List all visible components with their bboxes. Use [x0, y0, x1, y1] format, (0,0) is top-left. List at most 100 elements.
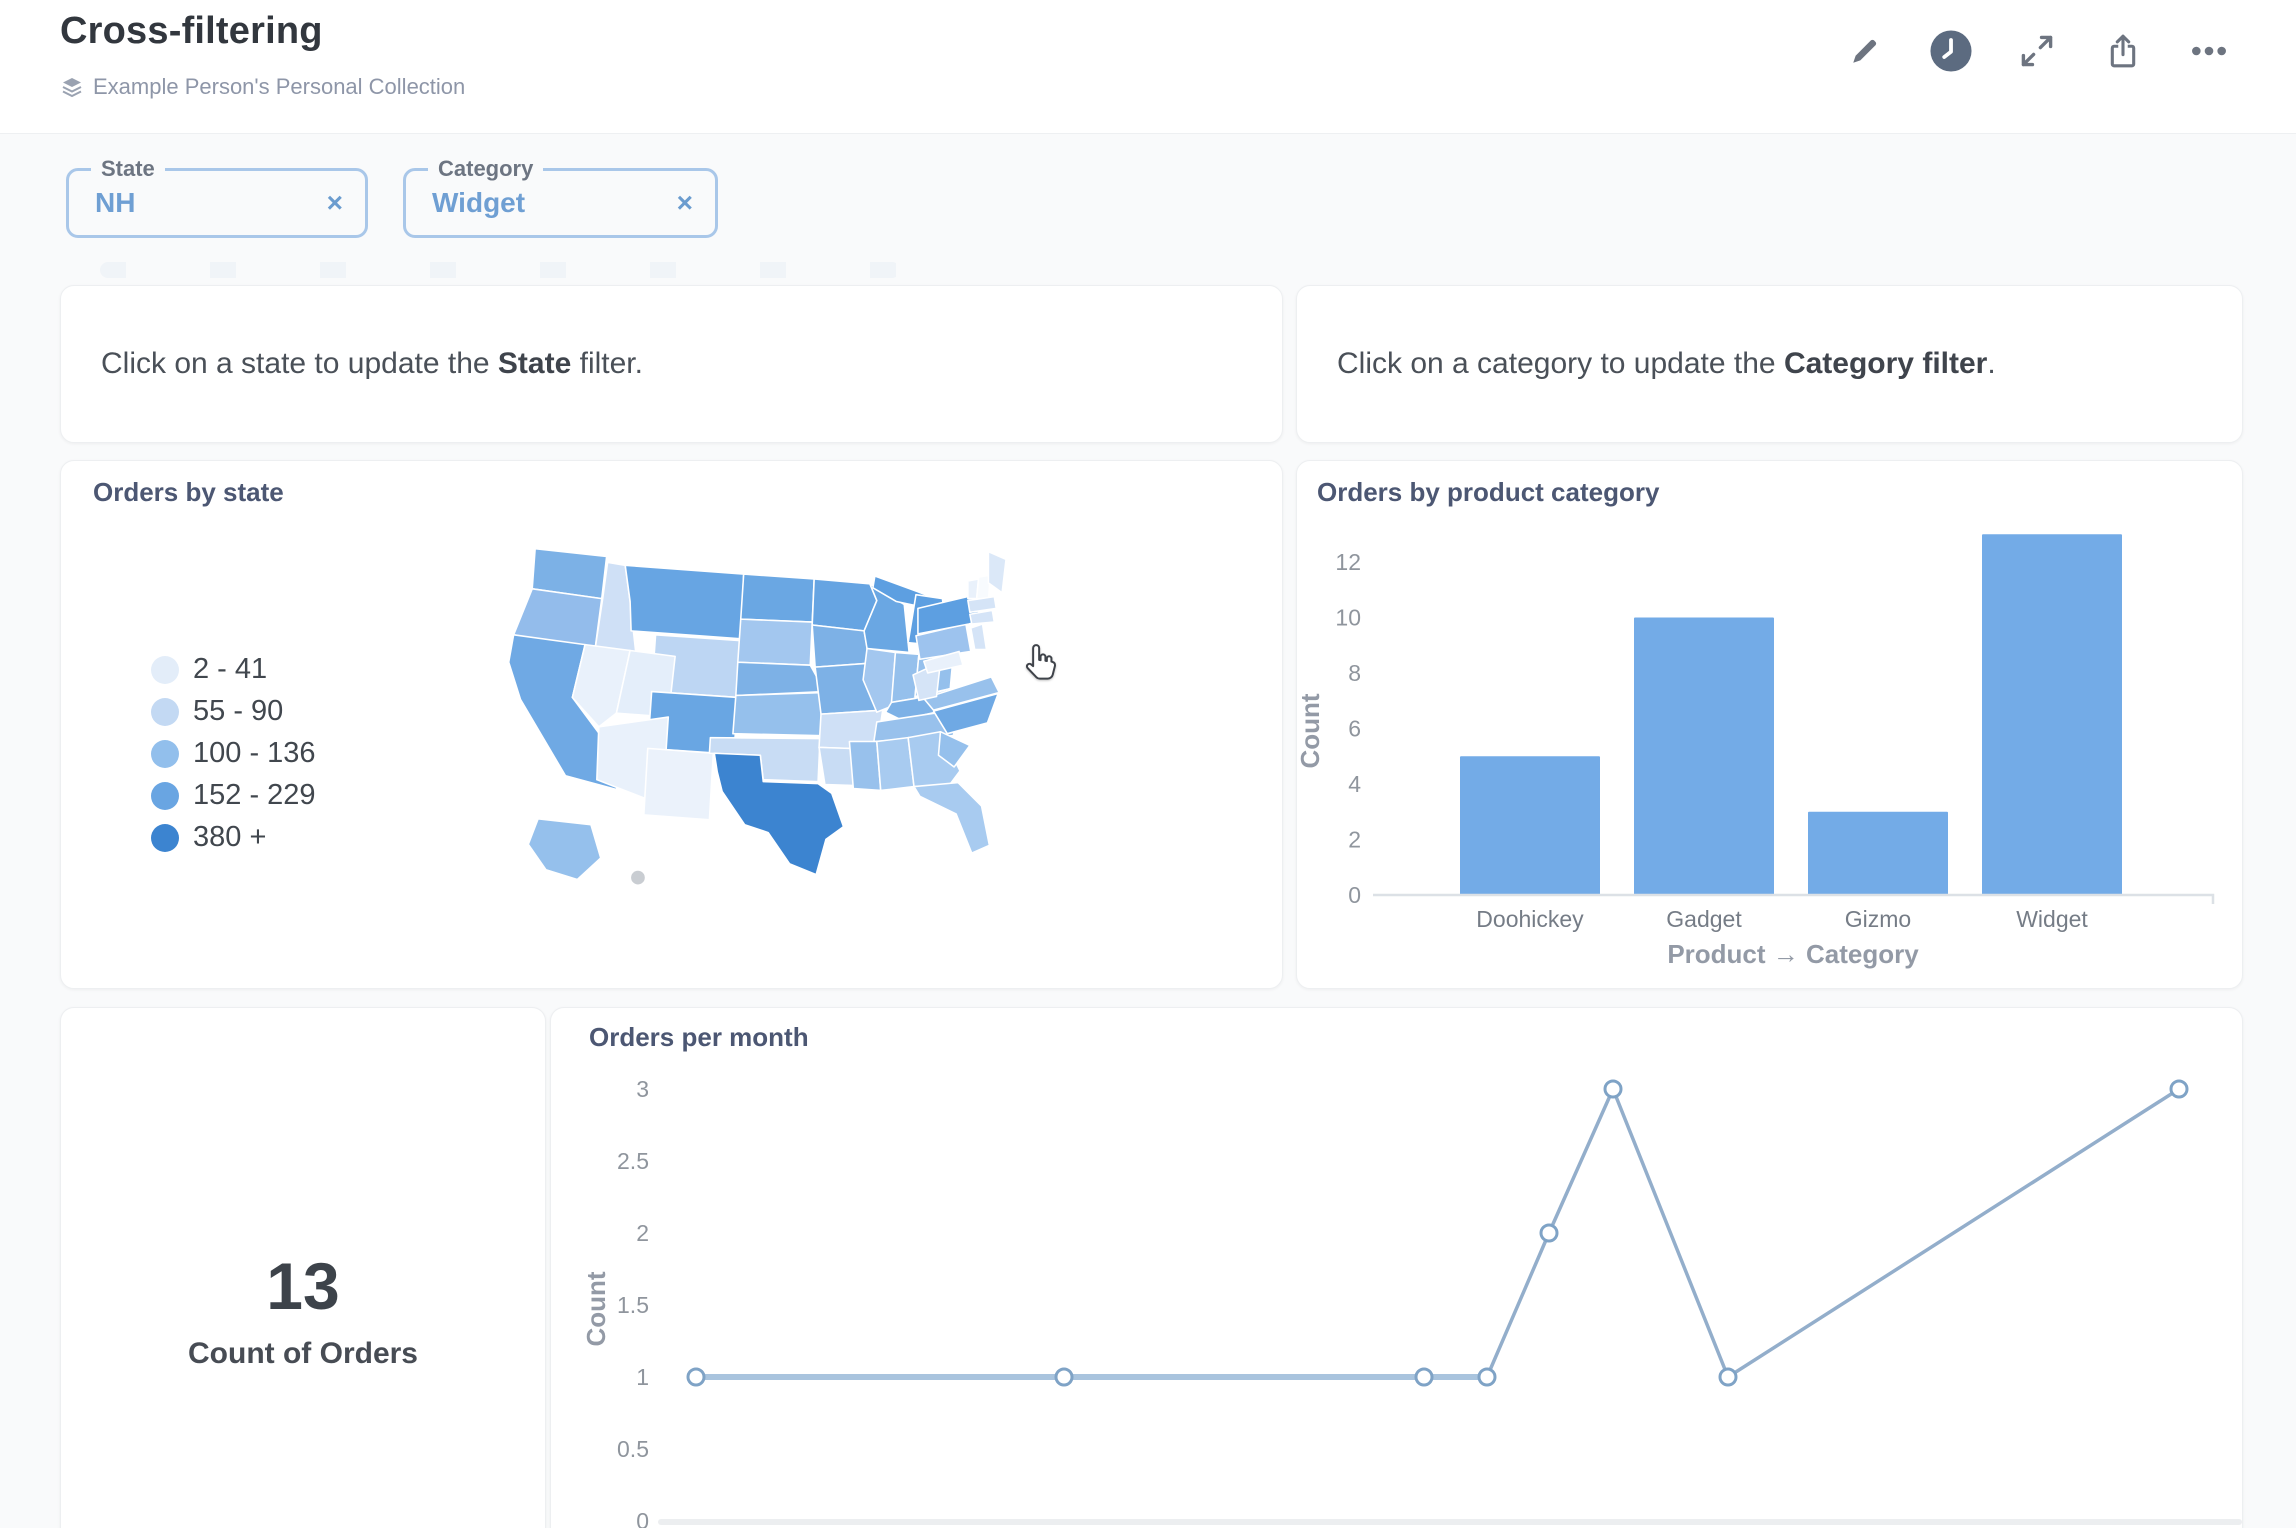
state-KS[interactable]	[732, 691, 824, 737]
legend-item[interactable]: 152 - 229	[151, 779, 316, 812]
line-card-title: Orders per month	[589, 1022, 809, 1052]
legend-swatch	[151, 655, 179, 684]
recent-history-clock-icon[interactable]	[1928, 28, 1974, 74]
line-point[interactable]	[2169, 1079, 2189, 1099]
line-point[interactable]	[686, 1367, 706, 1387]
legend-item[interactable]: 100 - 136	[151, 737, 316, 770]
state-FL[interactable]	[913, 781, 991, 854]
legend-swatch	[151, 697, 179, 726]
legend-swatch	[151, 739, 179, 768]
text-card-category-text: Click on a category to update the Catego…	[1337, 347, 1996, 380]
state-filter-value[interactable]: NH	[95, 187, 136, 218]
bar-x-axis-title: Product → Category	[1667, 939, 1919, 969]
svg-text:0: 0	[1348, 882, 1361, 908]
orders-by-state-card: Orders by state 2 - 41 55 - 90 100 - 136 15…	[60, 460, 1283, 989]
bar-gizmo[interactable]	[1808, 811, 1948, 895]
svg-text:0: 0	[636, 1508, 649, 1528]
line-point[interactable]	[1539, 1223, 1559, 1243]
svg-text:0.5: 0.5	[617, 1436, 649, 1462]
legend-swatch	[151, 781, 179, 810]
state-SD[interactable]	[737, 618, 813, 666]
category-filter-clear-icon[interactable]: ×	[676, 187, 693, 218]
state-MS[interactable]	[848, 740, 882, 792]
bar-gadget[interactable]	[1634, 617, 1774, 896]
svg-text:1: 1	[636, 1364, 649, 1390]
bar-x-label: Gadget	[1666, 906, 1742, 932]
line-point[interactable]	[1414, 1367, 1434, 1387]
line-point[interactable]	[1718, 1367, 1738, 1387]
map-card-title: Orders by state	[93, 477, 284, 507]
svg-text:10: 10	[1335, 605, 1361, 631]
legend-label: 55 - 90	[193, 695, 284, 727]
state-MA[interactable]	[967, 595, 998, 614]
state-MD[interactable]	[923, 650, 964, 674]
bar-widget[interactable]	[1982, 534, 2122, 895]
category-filter-label: Category	[428, 156, 544, 182]
bar-x-label: Widget	[2016, 906, 2088, 932]
svg-text:1.5: 1.5	[617, 1292, 649, 1318]
legend-label: 2 - 41	[193, 653, 268, 685]
ellipsis-more-icon[interactable]	[2186, 28, 2232, 74]
collection-layers-icon	[60, 75, 84, 99]
svg-text:6: 6	[1348, 716, 1361, 742]
bar-doohickey[interactable]	[1460, 756, 1600, 895]
state-HI[interactable]	[631, 870, 645, 885]
svg-text:3: 3	[636, 1076, 649, 1102]
state-filter-label: State	[91, 156, 165, 182]
bar-x-label: Doohickey	[1476, 906, 1584, 932]
state-VA[interactable]	[923, 676, 1000, 711]
bar-chart[interactable]: 0 2 4 6 8 10 12 Doohickey Gadget Gizmo Widget Produ…	[1297, 501, 2244, 990]
svg-text:8: 8	[1348, 660, 1361, 686]
state-ME[interactable]	[987, 550, 1007, 594]
line-point[interactable]	[1603, 1079, 1623, 1099]
header-actions	[1842, 28, 2232, 74]
category-filter-chip[interactable]: Category Widget ×	[403, 156, 718, 238]
legend-item[interactable]: 380 +	[151, 821, 316, 854]
line-point[interactable]	[1054, 1367, 1074, 1387]
scalar-value: 13	[266, 1249, 340, 1323]
state-IA[interactable]	[811, 624, 871, 668]
state-CT[interactable]	[969, 609, 996, 625]
fullscreen-expand-icon[interactable]	[2014, 28, 2060, 74]
state-IL[interactable]	[862, 647, 897, 713]
state-ND[interactable]	[739, 573, 815, 623]
orders-by-category-card: Orders by product category 0 2 4 6 8 10 12 Dooh…	[1296, 460, 2243, 989]
count-of-orders-card: 13 Count of Orders	[60, 1007, 546, 1528]
svg-text:12: 12	[1335, 549, 1361, 575]
line-chart[interactable]: 0 0.5 1 1.5 2 2.5 3 Count	[561, 1061, 2244, 1528]
map-legend: 2 - 41 55 - 90 100 - 136 152 - 229 380 +	[151, 653, 316, 854]
svg-text:2: 2	[1348, 827, 1361, 853]
breadcrumb[interactable]: Example Person's Personal Collection	[60, 74, 465, 100]
edit-pencil-icon[interactable]	[1842, 28, 1888, 74]
dashboard-header: Cross-filtering Example Person's Persona…	[0, 0, 2296, 134]
state-TX[interactable]	[713, 752, 845, 876]
orders-per-month-card: Orders per month 0 0.5 1 1.5 2 2.5 3 Count	[550, 1007, 2243, 1528]
text-card-state: Click on a state to update the State fil…	[60, 285, 1283, 443]
share-icon[interactable]	[2100, 28, 2146, 74]
state-NE[interactable]	[735, 661, 826, 697]
svg-text:4: 4	[1348, 771, 1361, 797]
text-card-state-text: Click on a state to update the State fil…	[101, 347, 643, 380]
bar-x-label: Gizmo	[1845, 906, 1911, 932]
legend-label: 380 +	[193, 821, 267, 853]
legend-item[interactable]: 55 - 90	[151, 695, 316, 728]
state-NJ[interactable]	[970, 623, 988, 651]
state-AK[interactable]	[527, 818, 602, 881]
legend-label: 100 - 136	[193, 737, 316, 769]
state-MT[interactable]	[624, 564, 745, 640]
state-SC[interactable]	[937, 730, 971, 768]
category-filter-value[interactable]: Widget	[432, 187, 526, 218]
svg-text:2: 2	[636, 1220, 649, 1246]
line-y-axis-title: Count	[581, 1271, 611, 1346]
state-NM[interactable]	[643, 747, 715, 821]
page-title: Cross-filtering	[60, 10, 323, 52]
us-choropleth-map[interactable]	[479, 533, 1071, 905]
state-NV[interactable]	[571, 643, 631, 728]
state-filter-clear-icon[interactable]: ×	[326, 187, 343, 218]
legend-item[interactable]: 2 - 41	[151, 653, 316, 686]
state-filter-chip[interactable]: State NH ×	[66, 156, 368, 238]
scalar-label: Count of Orders	[188, 1337, 418, 1370]
legend-swatch	[151, 823, 179, 852]
line-point[interactable]	[1477, 1367, 1497, 1387]
